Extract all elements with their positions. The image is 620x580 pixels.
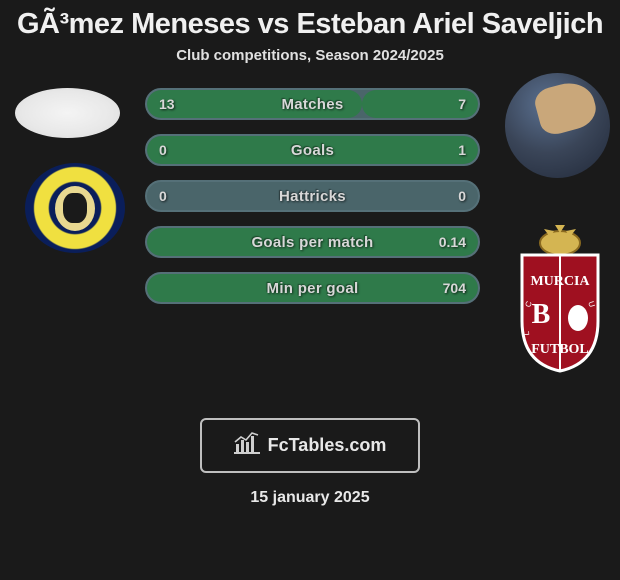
club-crest-right: MURCIA B FUTBOL C U L [510,223,610,373]
stat-value-right: 7 [458,96,466,112]
stat-label: Matches [281,96,343,113]
club-crest-left [25,163,125,253]
stat-value-right: 1 [458,142,466,158]
subtitle: Club competitions, Season 2024/2025 [10,47,610,88]
player-right-avatar [505,73,610,178]
stat-value-left: 13 [159,96,175,112]
stat-label: Goals [291,142,334,159]
player-left-avatar [15,88,120,138]
stat-value-right: 0 [458,188,466,204]
page-title: GÃ³mez Meneses vs Esteban Ariel Saveljic… [10,0,610,47]
footer-site-text: FcTables.com [268,435,387,456]
stat-value-right: 704 [443,280,466,296]
svg-text:FUTBOL: FUTBOL [531,342,589,357]
stat-value-left: 0 [159,142,167,158]
stat-label: Hattricks [279,188,346,205]
stat-label: Min per goal [267,280,359,297]
stat-label: Goals per match [251,234,373,251]
svg-text:B: B [532,299,551,330]
stat-row: Min per goal 704 [145,272,480,304]
chart-icon [234,432,260,459]
svg-text:MURCIA: MURCIA [530,274,590,289]
stat-bars: 13 Matches 7 0 Goals 1 0 Hattricks 0 Goa… [145,88,480,318]
stat-row: 0 Hattricks 0 [145,180,480,212]
stat-row: 0 Goals 1 [145,134,480,166]
comparison-area: MURCIA B FUTBOL C U L 13 Matches 7 0 Goa… [10,88,610,368]
stat-value-left: 0 [159,188,167,204]
stat-row: 13 Matches 7 [145,88,480,120]
stat-row: Goals per match 0.14 [145,226,480,258]
footer-logo[interactable]: FcTables.com [200,418,420,473]
footer-date: 15 january 2025 [10,489,610,507]
stat-value-right: 0.14 [439,234,466,250]
